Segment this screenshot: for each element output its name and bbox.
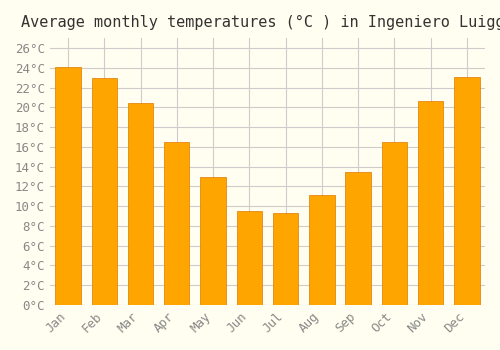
Bar xyxy=(200,176,226,305)
Bar xyxy=(128,103,153,305)
Bar xyxy=(164,142,190,305)
Bar xyxy=(382,142,407,305)
Bar xyxy=(273,213,298,305)
Bar xyxy=(236,211,262,305)
Bar xyxy=(346,172,371,305)
Bar xyxy=(418,102,444,305)
Bar xyxy=(92,78,117,305)
Title: Average monthly temperatures (°C ) in Ingeniero Luiggi: Average monthly temperatures (°C ) in In… xyxy=(21,15,500,30)
Bar xyxy=(56,67,80,305)
Bar xyxy=(454,77,479,305)
Bar xyxy=(309,195,334,305)
